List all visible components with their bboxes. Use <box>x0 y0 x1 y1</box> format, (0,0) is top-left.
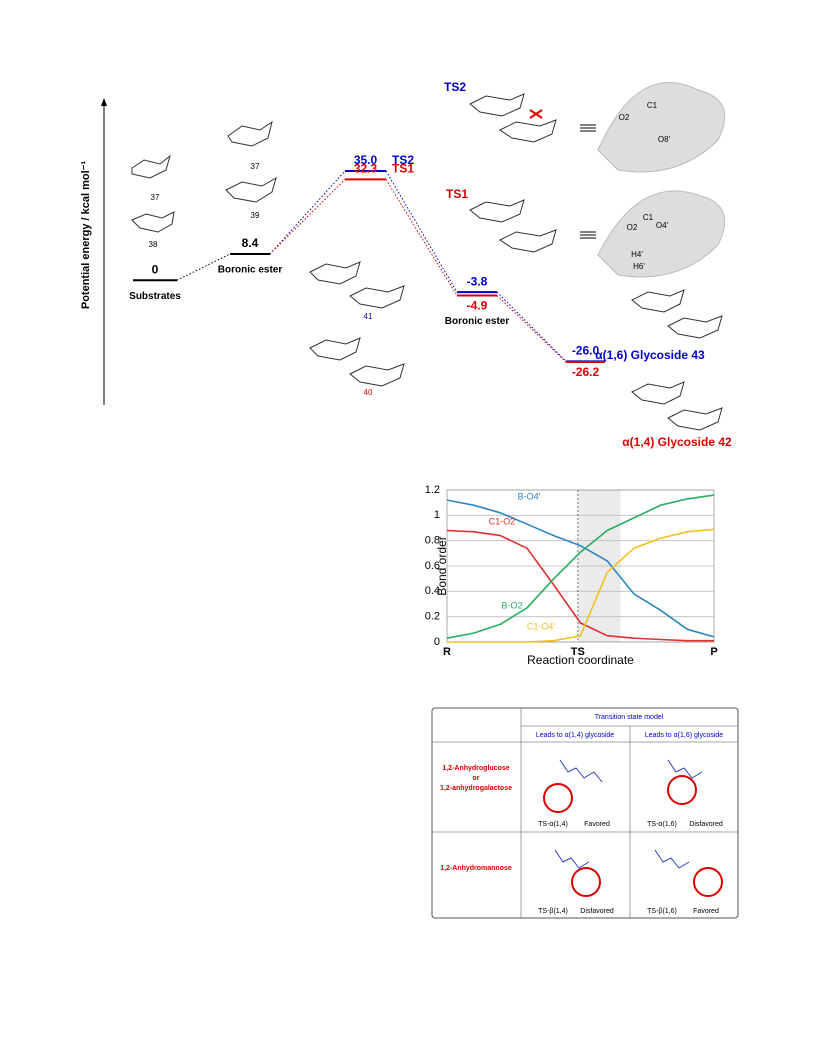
atom-label: H6' <box>633 262 645 271</box>
y-tick-label: 1 <box>434 509 440 521</box>
product-name: α(1,6) Glycoside 43 <box>595 348 705 362</box>
level-connector <box>176 253 231 281</box>
x-axis-label: Reaction coordinate <box>527 653 634 667</box>
y-tick-label: 0 <box>434 636 440 648</box>
axis-arrow <box>101 98 107 106</box>
plot-frame <box>446 489 715 643</box>
level-connector <box>269 170 346 255</box>
level-name: Substrates <box>129 291 181 302</box>
y-tick-label: 1.2 <box>425 484 440 496</box>
atom-label: O8' <box>658 135 671 144</box>
ts-status: Disfavored <box>689 821 723 828</box>
series-line <box>446 494 715 639</box>
x-tick-label: P <box>710 646 717 658</box>
compound-number: 38 <box>149 240 158 249</box>
x-tick-label: R <box>443 646 451 658</box>
y-tick-label: 0.2 <box>425 611 440 623</box>
energy-value: 8.4 <box>242 236 259 250</box>
compound-number: 40 <box>364 388 373 397</box>
series-label: B-O2 <box>501 600 522 610</box>
atom-label: C1 <box>647 101 658 110</box>
compound-number: 39 <box>251 211 260 220</box>
energy-value: 32.3 <box>354 162 378 176</box>
row-label: 1,2-anhydrogalactose <box>440 785 512 792</box>
ts-name: TS-β(1,4) <box>538 908 568 915</box>
y-axis-label: Bond order <box>435 536 449 595</box>
table-border <box>431 707 739 919</box>
level-connector <box>496 295 567 363</box>
ts-name: TS-α(1,4) <box>538 821 568 828</box>
level-connector <box>385 170 458 293</box>
level-name: TS2 <box>392 153 414 167</box>
column-header: Leads to α(1,4) glycoside <box>536 732 614 739</box>
structure-drawings <box>131 82 726 431</box>
series-label: B-O4' <box>518 491 541 501</box>
level-name: TS1 <box>392 162 414 176</box>
series-line <box>447 528 715 643</box>
compound-number: 37 <box>151 193 160 202</box>
y-axis-label: Potential energy / kcal mol⁻¹ <box>80 161 92 310</box>
compound-number: 37 <box>251 162 260 171</box>
ts-name: TS-α(1,6) <box>647 821 677 828</box>
row-label: 1,2-Anhydroglucose <box>442 765 509 772</box>
structure-title: TS2 <box>444 80 466 94</box>
ts-status: Disfavored <box>580 908 614 915</box>
x-tick-label: TS <box>571 646 585 658</box>
level-connector <box>385 179 458 296</box>
series-label: C1-O2 <box>489 516 516 526</box>
structure-title: TS1 <box>446 187 468 201</box>
ts-status: Favored <box>693 908 719 915</box>
atom-label: O4' <box>656 221 669 230</box>
series-line <box>446 529 714 642</box>
series-line <box>446 499 715 638</box>
energy-value: -26.2 <box>572 365 600 379</box>
energy-value: 35.0 <box>354 153 378 167</box>
level-name: Boronic ester <box>218 265 283 276</box>
energy-value: 0 <box>152 262 159 276</box>
series-label: C1-O4' <box>527 621 556 631</box>
column-header: Leads to α(1,6) glycoside <box>645 732 723 739</box>
atom-label: O2 <box>627 223 638 232</box>
y-tick-label: 0.4 <box>425 585 440 597</box>
ts-drawings <box>543 759 723 897</box>
ts-name: TS-β(1,6) <box>647 908 677 915</box>
atom-label: H4' <box>631 250 643 259</box>
row-label: 1,2-Anhydromannose <box>440 865 512 872</box>
energy-value: -4.9 <box>467 299 488 313</box>
product-name: α(1,4) Glycoside 42 <box>622 435 732 449</box>
table-header: Transition state model <box>595 714 664 721</box>
level-name: Boronic ester <box>445 316 510 327</box>
compound-number: 41 <box>364 312 373 321</box>
atom-label: O2 <box>619 113 630 122</box>
level-connector <box>496 291 567 362</box>
atom-label: C1 <box>643 213 654 222</box>
level-connector <box>269 179 346 255</box>
row-label: or <box>473 775 480 782</box>
y-tick-label: 0.6 <box>425 560 440 572</box>
table-rules <box>432 708 738 918</box>
energy-value: -3.8 <box>467 274 488 288</box>
energy-value: -26.0 <box>572 344 600 358</box>
ts-status: Favored <box>584 821 610 828</box>
y-tick-label: 0.8 <box>425 535 440 547</box>
